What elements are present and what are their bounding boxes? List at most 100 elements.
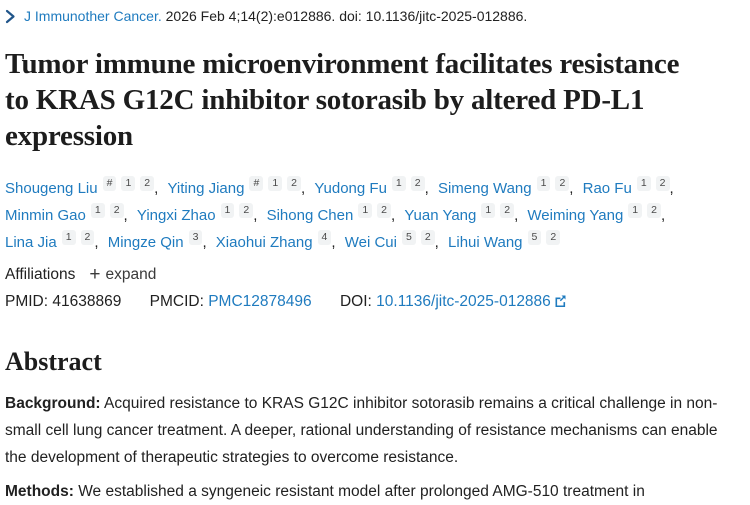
author-link[interactable]: Lina Jia — [5, 234, 57, 251]
author-separator: , — [94, 234, 99, 251]
external-link-icon — [554, 294, 567, 311]
author-affiliation-sup: 1 — [481, 203, 496, 218]
author: Weiming Yang 1 2, — [527, 202, 665, 229]
pmid-label: PMID: — [5, 293, 49, 310]
author: Xiaohui Zhang 4, — [216, 229, 336, 256]
doi-label: DOI: — [339, 293, 372, 310]
abstract-heading: Abstract — [5, 347, 102, 376]
author-link[interactable]: Yuan Yang — [404, 207, 477, 224]
author-affiliation-sup: 1 — [220, 203, 235, 218]
author-separator: , — [514, 207, 519, 224]
author-affiliation-sup: 2 — [555, 176, 570, 191]
affiliations-row: Affiliations + expand — [5, 264, 742, 285]
author-affiliation-sup: 2 — [80, 230, 95, 245]
author-link[interactable]: Yiting Jiang — [167, 180, 245, 197]
abstract-section: Methods: We established a syngeneic resi… — [5, 483, 645, 500]
author-separator: , — [669, 180, 674, 197]
author-affiliation-sup: 5 — [401, 230, 416, 245]
author-affiliation-sup: 2 — [239, 203, 254, 218]
author-link[interactable]: Wei Cui — [344, 234, 397, 251]
doi-group: DOI: 10.1136/jitc-2025-012886 — [340, 293, 567, 310]
author-list: Shougeng Liu #1 2, Yiting Jiang #1 2, Yudong… — [5, 175, 705, 256]
author-affiliation-sup: 1 — [268, 176, 283, 191]
pmid-group: PMID: 41638869 — [5, 293, 121, 310]
author: Shougeng Liu #1 2, — [5, 175, 158, 202]
article-title: Tumor immune microenvironment facilitate… — [5, 48, 680, 152]
author-link[interactable]: Mingze Qin — [107, 234, 184, 251]
author-separator: , — [434, 234, 439, 251]
author-affiliation-sup: 1 — [636, 176, 651, 191]
author-affiliation-sup: 1 — [358, 203, 373, 218]
author-link[interactable]: Yudong Fu — [314, 180, 387, 197]
journal-link[interactable]: J Immunother Cancer. — [24, 8, 162, 24]
author-affiliation-sup: 2 — [500, 203, 515, 218]
author: Lihui Wang 5 2 — [448, 229, 561, 256]
author-affiliation-sup: 2 — [287, 176, 301, 191]
author: Sihong Chen 1 2, — [266, 202, 396, 229]
author-separator: , — [202, 234, 207, 251]
author: Wei Cui 5 2, — [345, 229, 439, 256]
author-affiliation-sup: 2 — [377, 203, 391, 218]
author-link[interactable]: Weiming Yang — [527, 207, 624, 224]
author: Yuan Yang 1 2, — [404, 202, 518, 229]
author-separator: , — [154, 180, 159, 197]
author-affiliation-sup: 4 — [317, 230, 332, 245]
author-affiliation-sup: 1 — [536, 176, 551, 191]
author-affiliation-sup: 1 — [90, 203, 105, 218]
author-separator: , — [569, 180, 574, 197]
abstract-section-label: Background: — [5, 395, 101, 412]
plus-icon: + — [89, 264, 101, 285]
author: Minmin Gao 1 2, — [5, 202, 128, 229]
author-affiliation-sup: 2 — [109, 203, 124, 218]
author-link[interactable]: Shougeng Liu — [5, 180, 98, 197]
pubmed-article-page: J Immunother Cancer. 2026 Feb 4;14(2):e0… — [5, 7, 742, 505]
identifiers-row: PMID: 41638869 PMCID: PMC12878496 DOI: 1… — [5, 293, 742, 312]
pmcid-label: PMCID: — [149, 293, 204, 310]
author-affiliation-sup: 3 — [188, 230, 203, 245]
pmcid-link[interactable]: PMC12878496 — [208, 293, 312, 310]
author-separator: , — [253, 207, 258, 224]
author-link[interactable]: Lihui Wang — [448, 234, 523, 251]
author-link[interactable]: Xiaohui Zhang — [215, 234, 313, 251]
author-affiliation-sup: 2 — [546, 230, 561, 245]
author: Yingxi Zhao 1 2, — [136, 202, 258, 229]
author-separator: , — [331, 234, 336, 251]
pmcid-group: PMCID: PMC12878496 — [150, 293, 312, 310]
expand-label: expand — [105, 266, 157, 283]
author-affiliation-sup: 5 — [527, 230, 542, 245]
author-separator: , — [123, 207, 128, 224]
abstract-body: Background: Acquired resistance to KRAS … — [5, 390, 742, 505]
doi-link[interactable]: 10.1136/jitc-2025-012886 — [376, 293, 551, 310]
author: Yudong Fu 1 2, — [314, 175, 429, 202]
author-affiliation-sup: 2 — [647, 203, 661, 218]
author-affiliation-sup: # — [249, 176, 264, 191]
author-affiliation-sup: 1 — [61, 230, 76, 245]
author-affiliation-sup: 2 — [140, 176, 155, 191]
author-link[interactable]: Sihong Chen — [266, 207, 354, 224]
expand-affiliations-button[interactable]: + expand — [89, 264, 157, 285]
author-separator: , — [424, 180, 429, 197]
journal-citation: J Immunother Cancer. 2026 Feb 4;14(2):e0… — [5, 7, 742, 26]
citation-details: 2026 Feb 4;14(2):e012886. doi: 10.1136/j… — [161, 8, 528, 24]
author-affiliation-sup: 1 — [121, 176, 136, 191]
author: Simeng Wang 1 2, — [437, 175, 574, 202]
author-link[interactable]: Simeng Wang — [437, 180, 532, 197]
affiliations-label: Affiliations — [5, 266, 76, 283]
author: Mingze Qin 3, — [108, 229, 207, 256]
author-link[interactable]: Yingxi Zhao — [136, 207, 216, 224]
author-affiliation-sup: 2 — [655, 176, 670, 191]
author-separator: , — [391, 207, 396, 224]
author: Lina Jia 1 2, — [5, 229, 99, 256]
abstract-section: Background: Acquired resistance to KRAS … — [5, 395, 718, 466]
author-separator: , — [660, 207, 666, 224]
author-affiliation-sup: # — [102, 176, 117, 191]
pmid-value: 41638869 — [52, 293, 122, 310]
author-separator: , — [301, 180, 306, 197]
author-link[interactable]: Minmin Gao — [5, 207, 86, 224]
author-affiliation-sup: 2 — [420, 230, 435, 245]
author-affiliation-sup: 1 — [391, 176, 406, 191]
author-affiliation-sup: 1 — [628, 203, 643, 218]
chevron-right-icon[interactable] — [5, 9, 16, 24]
author-link[interactable]: Rao Fu — [582, 180, 632, 197]
author: Rao Fu 1 2, — [583, 175, 674, 202]
